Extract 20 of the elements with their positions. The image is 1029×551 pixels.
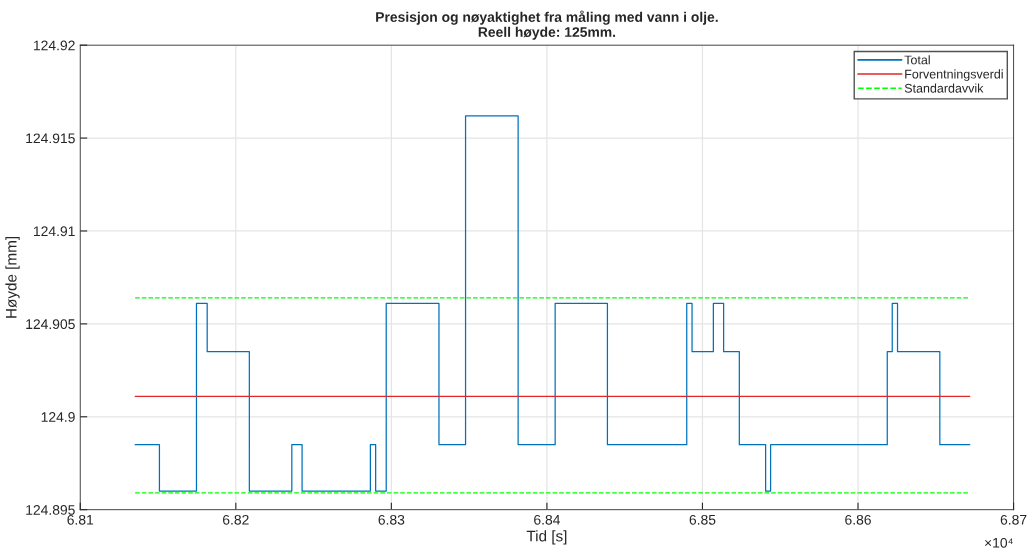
x-tick-label: 6.87 [1000,514,1027,525]
y-tick-label: 124.905 [26,319,75,330]
legend-label: Standardavvik [904,83,984,93]
x-tick-label: 6.84 [534,514,561,525]
y-tick-label: 124.895 [26,505,75,515]
y-axis-title: Høyde [mm] [5,236,20,318]
legend-label: Forventningsverdi [905,69,1003,81]
x-tick-label: 6.81 [67,514,94,525]
x-tick-label: 6.82 [223,514,249,525]
y-tick-label: 124.9 [41,412,75,422]
y-tick-label: 124.91 [33,226,75,237]
chart-title: Presisjon og nøyaktighet fra måling med vann i olje. Reell høyde: 125mm. [376,10,718,40]
x-tick-label: 6.85 [689,514,716,525]
x-axis-title: Tid [s] [526,530,567,545]
x-tick-label: 6.86 [845,514,871,525]
x-tick-label: 6.83 [378,514,405,525]
legend-label: Total [904,55,930,65]
y-tick-label: 124.92 [33,40,75,51]
y-tick-label: 124.915 [26,133,75,144]
text: ×10⁴ [985,537,1013,548]
